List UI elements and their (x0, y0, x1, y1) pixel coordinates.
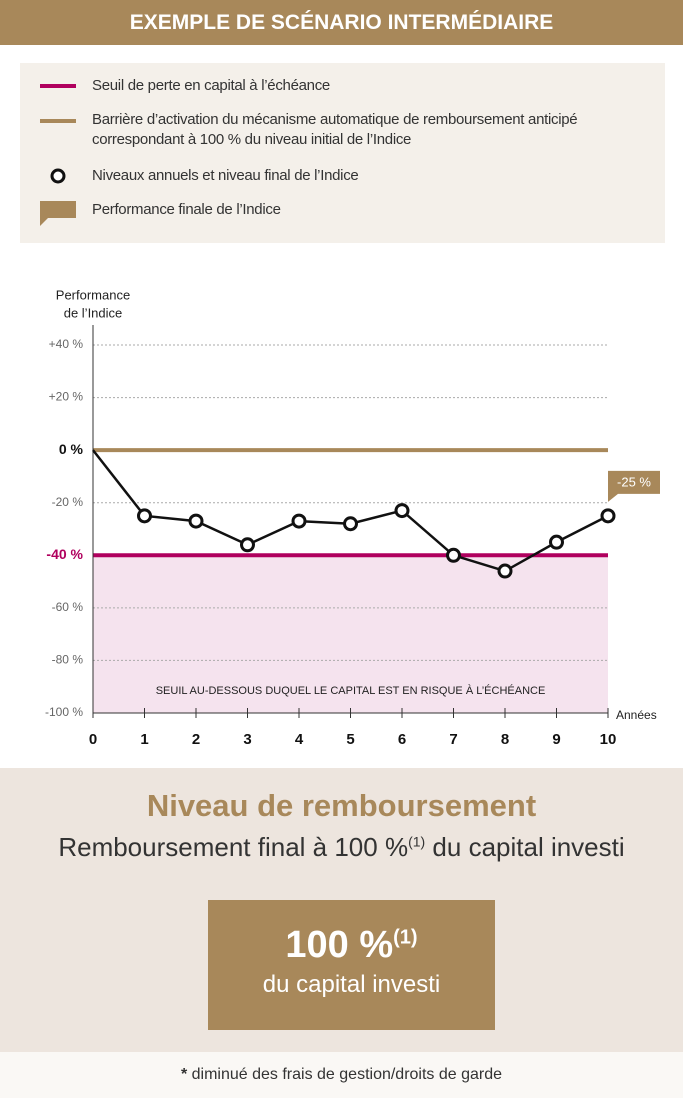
y-tick-label: -60 % (52, 600, 84, 614)
x-tick-label: 0 (89, 731, 97, 748)
risk-zone-label: SEUIL AU-DESSOUS DUQUEL LE CAPITAL EST E… (156, 684, 546, 697)
x-tick-label: 10 (600, 731, 617, 748)
x-axis-label: Années (616, 708, 657, 722)
x-tick-label: 7 (449, 731, 457, 748)
box-value-text: 100 % (285, 924, 394, 966)
result-section: Niveau de remboursement Remboursement fi… (0, 768, 683, 1052)
x-tick-label: 3 (243, 731, 251, 748)
x-tick-label: 8 (501, 731, 509, 748)
x-tick-label: 2 (192, 731, 200, 748)
box-value: 100 %(1) (208, 924, 495, 967)
y-tick-label: +20 % (49, 390, 84, 404)
legend-symbols (40, 84, 76, 226)
data-point (137, 508, 152, 524)
data-point (600, 508, 616, 524)
data-point (291, 513, 307, 529)
data-point (240, 537, 255, 553)
x-tick-label: 9 (552, 731, 560, 748)
header-title: EXEMPLE DE SCÉNARIO INTERMÉDIAIRE (0, 0, 683, 45)
subtitle-text: du capital investi (425, 832, 625, 862)
risk-zone (93, 555, 608, 713)
y-tick-label: +40 % (49, 337, 84, 351)
legend: Seuil de perte en capital à l’échéance B… (20, 63, 665, 243)
legend-callout-symbol (40, 201, 76, 226)
data-point (497, 563, 513, 579)
subtitle-text: Remboursement final à 100 % (58, 832, 409, 862)
subtitle-note: (1) (408, 833, 426, 850)
final-callout (608, 470, 660, 502)
data-point (188, 513, 204, 529)
data-point (446, 547, 461, 563)
chart: Performance de l’Indice SEUIL AU-DESSOUS… (45, 287, 660, 748)
y-axis-label: Performance (56, 287, 130, 302)
box-text: du capital investi (262, 971, 441, 998)
y-tick-label: -20 % (52, 495, 84, 509)
footnote: * diminué des frais de gestion/droits de… (0, 1052, 683, 1098)
x-tick-label: 1 (140, 731, 148, 748)
data-point (549, 534, 564, 550)
legend-text: Performance finale de l’Indice (92, 201, 281, 218)
data-point (394, 503, 410, 519)
x-tick-label: 4 (295, 731, 304, 748)
result-title: Niveau de remboursement (146, 788, 537, 823)
footnote-star: * (180, 1066, 188, 1083)
y-tick-label: -40 % (46, 546, 83, 562)
result-box: 100 %(1) du capital investi (208, 900, 495, 1030)
legend-text: Seuil de perte en capital à l’échéance (92, 77, 330, 94)
legend-text: Niveaux annuels et niveau final de l’Ind… (92, 167, 359, 184)
y-tick-label: 0 % (59, 441, 84, 457)
y-tick-label: -80 % (52, 653, 84, 667)
box-note: (1) (393, 926, 418, 949)
series-line (92, 449, 609, 573)
legend-series-symbol (50, 168, 66, 184)
result-subtitle: Remboursement final à 100 %(1) du capita… (0, 832, 683, 863)
y-axis-label: de l’Indice (64, 305, 123, 320)
x-tick-label: 5 (346, 731, 354, 748)
legend-text: Barrière d’activation du mécanisme autom… (92, 111, 578, 148)
value-label: -25 % (617, 474, 651, 489)
y-tick-label: -100 % (45, 705, 83, 719)
x-tick-label: 6 (398, 731, 406, 748)
data-point (343, 516, 358, 532)
footnote-text: diminué des frais de gestion/droits de g… (187, 1066, 503, 1083)
